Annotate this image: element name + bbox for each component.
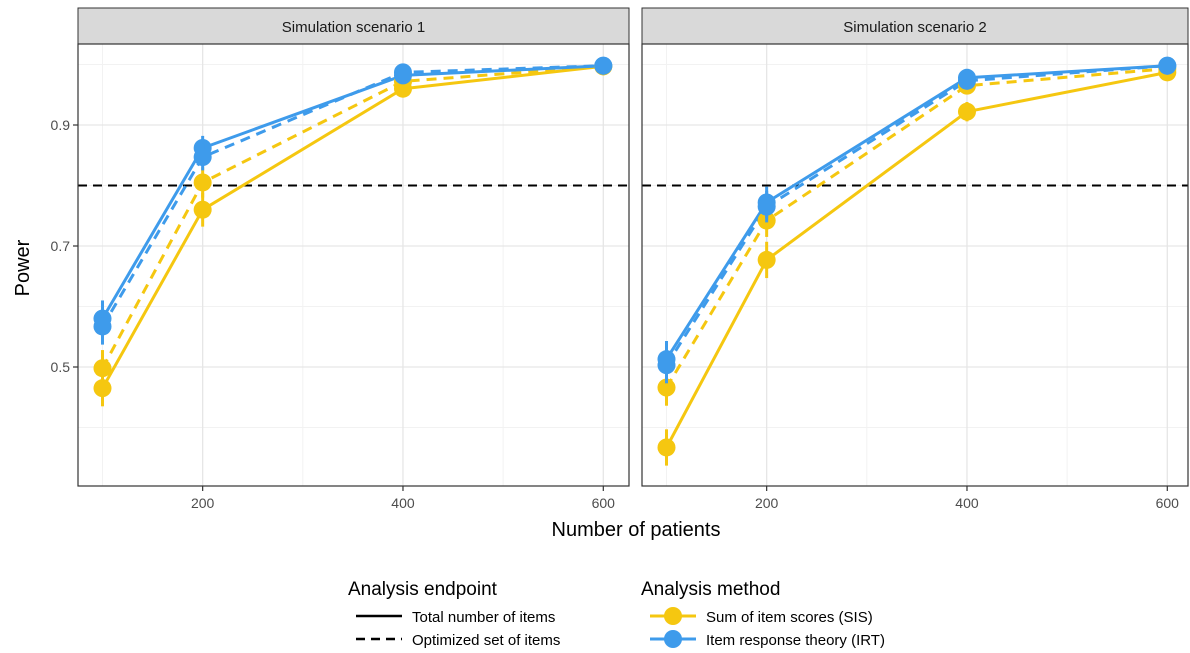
data-point bbox=[193, 173, 212, 192]
panel-background bbox=[642, 44, 1188, 486]
legend-endpoint: Analysis endpoint Total number of items … bbox=[348, 579, 560, 649]
panel-border bbox=[77, 43, 630, 487]
data-point bbox=[757, 250, 776, 269]
data-point bbox=[957, 102, 976, 121]
legend-endpoint-label: Total number of items bbox=[412, 609, 555, 626]
series-line-irt-total bbox=[665, 64, 1168, 360]
legend-method-title: Analysis method bbox=[641, 579, 780, 600]
y-tick-label: 0.5 bbox=[51, 359, 71, 375]
series-line-sis-optimized bbox=[665, 67, 1168, 389]
data-point bbox=[93, 359, 112, 378]
data-point bbox=[393, 63, 412, 82]
y-axis-title: Power bbox=[12, 239, 34, 296]
legend-endpoint-title: Analysis endpoint bbox=[348, 579, 498, 600]
series-line-sis-total bbox=[101, 64, 604, 389]
data-point bbox=[193, 200, 212, 219]
x-tick-label: 200 bbox=[191, 495, 215, 511]
legend-method-label: Sum of item scores (SIS) bbox=[706, 609, 873, 626]
series-line-sis-total bbox=[665, 70, 1168, 449]
data-point bbox=[1158, 56, 1177, 75]
facet-strip-label: Simulation scenario 1 bbox=[282, 19, 425, 36]
data-point bbox=[93, 379, 112, 398]
x-tick-label: 400 bbox=[955, 495, 979, 511]
data-point bbox=[757, 197, 776, 216]
panel-2: Simulation scenario 2 200 400 600 bbox=[641, 7, 1189, 511]
data-point bbox=[93, 317, 112, 336]
data-point bbox=[594, 56, 613, 75]
data-point bbox=[657, 438, 676, 457]
facet-strip bbox=[77, 7, 630, 45]
legend-method: Analysis method Sum of item scores (SIS)… bbox=[641, 579, 885, 649]
data-point bbox=[957, 71, 976, 90]
series-line-sis-optimized bbox=[101, 64, 604, 369]
x-tick-label: 600 bbox=[1156, 495, 1180, 511]
panel-background bbox=[78, 44, 629, 486]
y-tick-label: 0.9 bbox=[51, 117, 71, 133]
legend-endpoint-label: Optimized set of items bbox=[412, 632, 560, 649]
legend-irt-marker bbox=[664, 630, 682, 648]
facet-strip-label: Simulation scenario 2 bbox=[843, 19, 986, 36]
x-tick-label: 600 bbox=[592, 495, 616, 511]
x-tick-label: 400 bbox=[391, 495, 415, 511]
facet-strip bbox=[641, 7, 1189, 45]
series-line-irt-optimized bbox=[101, 64, 604, 328]
data-point bbox=[657, 356, 676, 375]
x-axis-title: Number of patients bbox=[552, 519, 721, 541]
panel-1: Simulation scenario 1 200 400 600 bbox=[73, 7, 630, 511]
legend-method-label: Item response theory (IRT) bbox=[706, 632, 885, 649]
panel-border bbox=[641, 43, 1189, 487]
data-point bbox=[657, 378, 676, 397]
x-tick-label: 200 bbox=[755, 495, 779, 511]
series-line-irt-optimized bbox=[665, 64, 1168, 367]
data-point bbox=[193, 148, 212, 167]
legend-sis-marker bbox=[664, 607, 682, 625]
y-tick-label: 0.7 bbox=[51, 238, 71, 254]
